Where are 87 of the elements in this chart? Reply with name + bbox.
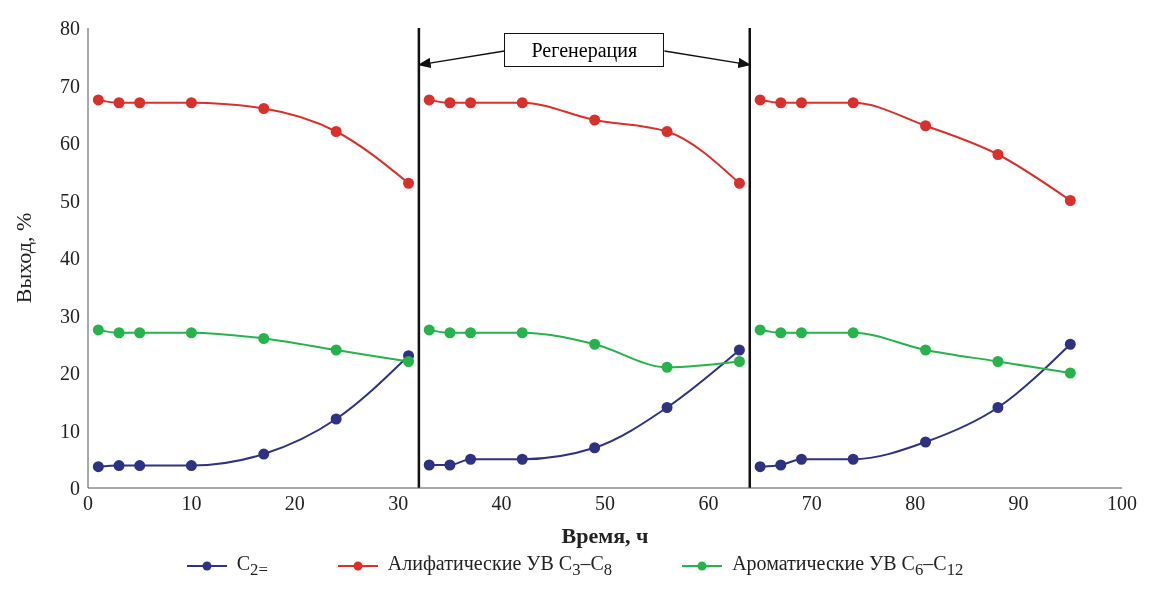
point (920, 436, 932, 448)
point (847, 327, 859, 339)
point (403, 356, 415, 367)
x-tick-label: 90 (1008, 492, 1029, 515)
point (589, 442, 601, 454)
y-tick-label: 70 (60, 74, 80, 97)
point (92, 94, 104, 106)
point (775, 97, 787, 109)
y-tick-label: 10 (60, 419, 80, 442)
point (795, 97, 807, 109)
point (423, 459, 435, 471)
x-tick-label: 10 (181, 492, 202, 515)
point (920, 120, 932, 132)
point (516, 97, 528, 109)
point (589, 114, 601, 126)
point (134, 460, 146, 472)
y-axis-title: Выход, % (10, 212, 36, 304)
x-tick-label: 80 (905, 492, 926, 515)
y-tick-label: 40 (60, 247, 80, 270)
point (185, 327, 197, 339)
point (1064, 338, 1076, 350)
point (661, 126, 673, 137)
y-tick-label: 0 (70, 477, 80, 500)
point (444, 97, 456, 109)
point (113, 460, 125, 472)
point (92, 324, 104, 336)
point (992, 402, 1004, 413)
y-tick-label: 50 (60, 189, 80, 212)
point (330, 413, 342, 425)
x-tick-label: 40 (491, 492, 512, 515)
point (465, 327, 477, 339)
point (465, 453, 477, 465)
point (754, 324, 766, 336)
point (258, 448, 270, 460)
point (754, 94, 766, 106)
y-tick-label: 80 (60, 17, 80, 40)
legend-label: Ароматические УВ C$_{6}$–C$_{12}$ (732, 552, 964, 580)
point (185, 97, 197, 109)
point (444, 327, 456, 339)
point (330, 126, 342, 137)
point (775, 459, 787, 471)
point (795, 453, 807, 465)
point (516, 327, 528, 339)
point (113, 97, 125, 109)
point (589, 338, 601, 350)
point (92, 461, 104, 473)
point (465, 97, 477, 109)
point (661, 361, 673, 373)
point (733, 344, 745, 356)
point (754, 461, 766, 473)
x-axis-title: Время, ч (561, 523, 649, 548)
point (992, 356, 1004, 367)
x-tick-label: 100 (1107, 492, 1137, 515)
legend-label: C$_{2=}$ (236, 552, 268, 580)
point (920, 344, 932, 356)
point (444, 459, 456, 471)
point (330, 344, 342, 356)
point (847, 97, 859, 109)
x-tick-label: 30 (388, 492, 409, 515)
point (258, 333, 270, 344)
point (258, 103, 270, 114)
point (134, 97, 146, 109)
point (775, 327, 787, 339)
point (661, 402, 673, 413)
point (733, 177, 745, 189)
x-tick-label: 60 (698, 492, 719, 515)
point (113, 327, 125, 339)
point (795, 327, 807, 339)
point (185, 460, 197, 472)
point (423, 324, 435, 336)
point (992, 149, 1004, 160)
point (134, 327, 146, 339)
point (733, 356, 745, 367)
annotation: Регенерация (504, 33, 665, 67)
y-tick-label: 20 (60, 362, 80, 385)
y-tick-label: 30 (60, 304, 80, 327)
point (847, 453, 859, 465)
x-tick-label: 20 (284, 492, 305, 515)
point (516, 453, 528, 465)
y-tick-label: 60 (60, 132, 80, 155)
x-tick-label: 50 (595, 492, 615, 515)
point (423, 94, 435, 106)
point (1064, 195, 1076, 206)
legend-label: Алифатические УВ C$_{3}$–C$_{8}$ (387, 552, 613, 580)
x-tick-label: 70 (801, 492, 822, 515)
point (1064, 367, 1076, 379)
point (403, 177, 415, 189)
